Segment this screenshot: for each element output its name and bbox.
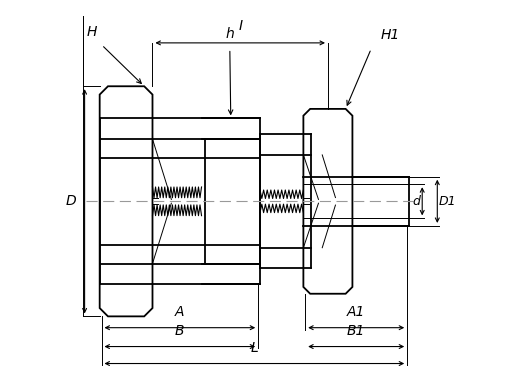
- Text: h: h: [226, 27, 234, 41]
- Text: B1: B1: [347, 324, 366, 338]
- Text: B: B: [175, 324, 185, 338]
- Polygon shape: [100, 86, 152, 317]
- Text: H: H: [87, 25, 97, 39]
- Text: H1: H1: [381, 28, 400, 42]
- Text: I: I: [238, 19, 242, 33]
- Text: D1: D1: [439, 195, 457, 208]
- Text: A1: A1: [347, 306, 366, 319]
- Text: d: d: [412, 195, 420, 208]
- Text: A: A: [175, 306, 185, 319]
- Text: D: D: [66, 194, 76, 208]
- Polygon shape: [303, 109, 353, 294]
- Text: L: L: [251, 341, 258, 355]
